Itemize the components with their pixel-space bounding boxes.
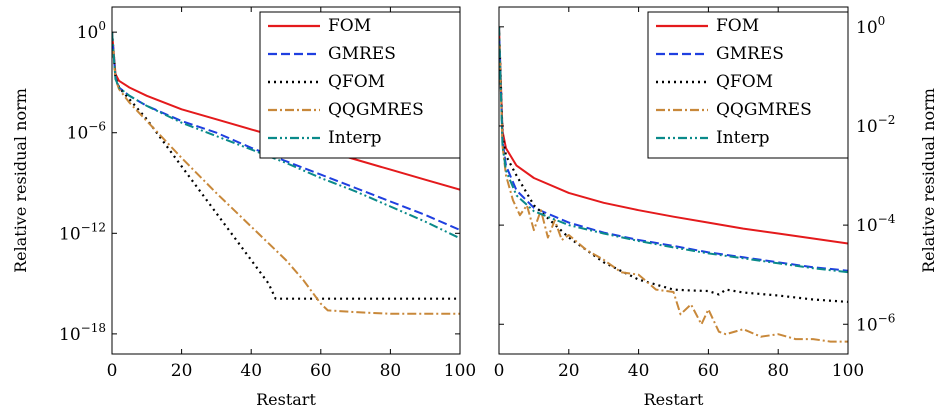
x-tick-label: 20 (558, 361, 580, 381)
y-tick-label: 10−6 (856, 311, 895, 335)
y-tick-label: 10−6 (67, 120, 106, 144)
x-tick-label: 80 (380, 361, 402, 381)
series-line-fom (112, 32, 460, 191)
x-axis-label: Restart (644, 390, 704, 409)
x-tick-label: 0 (494, 361, 505, 381)
series-group (112, 32, 460, 315)
chart-panel-1: 0 20 40 60 80 100 100 10−6 10−12 10−18 Restart Rela… (11, 6, 476, 409)
legend-label-interp: Interp (716, 128, 770, 148)
series-line-qqgmres (112, 32, 460, 315)
legend-label-qfom: QFOM (328, 72, 385, 92)
series-line-qqgmres (499, 26, 848, 343)
series-group (499, 26, 848, 343)
y-tick-label: 10−18 (59, 321, 106, 345)
series-line-qfom (499, 26, 848, 303)
y-axis-label: Relative residual norm (919, 88, 938, 273)
series-line-gmres (499, 26, 848, 272)
legend-label-gmres: GMRES (328, 44, 396, 64)
x-tick-label: 100 (444, 361, 476, 381)
x-tick-label: 100 (832, 361, 864, 381)
legend-box (259, 11, 461, 159)
x-tick-label: 20 (171, 361, 193, 381)
y-tick-label: 100 (77, 19, 106, 43)
legend-box (647, 11, 849, 159)
y-tick-label: 10−12 (59, 220, 106, 244)
chart-panel-2: 0 20 40 60 80 100 100 10−2 10−4 10−6 Restart Relati… (494, 6, 938, 409)
series-line-qfom (112, 32, 460, 300)
legend-label-qqgmres: QQGMRES (328, 100, 424, 120)
series-line-fom (499, 26, 848, 245)
series-line-interp (112, 32, 460, 240)
legend-label-fom: FOM (716, 16, 759, 36)
y-tick-label: 100 (856, 14, 885, 38)
legend-label-fom: FOM (328, 16, 371, 36)
legend-label-interp: Interp (328, 128, 382, 148)
y-tick-label: 10−4 (856, 212, 896, 236)
x-tick-label: 40 (628, 361, 650, 381)
y-tick-label: 10−2 (856, 113, 895, 137)
x-axis-label: Restart (256, 390, 316, 409)
y-axis-label: Relative residual norm (11, 88, 30, 273)
series-line-gmres (112, 32, 460, 231)
plot-frame (498, 6, 849, 355)
legend-label-qfom: QFOM (716, 72, 773, 92)
x-tick-label: 40 (240, 361, 262, 381)
legend: FOM GMRES QFOM QQGMRES Interp (647, 11, 849, 159)
plot-frame (111, 6, 461, 355)
legend: FOM GMRES QFOM QQGMRES Interp (259, 11, 461, 159)
x-tick-label: 80 (767, 361, 789, 381)
x-tick-label: 60 (698, 361, 720, 381)
x-tick-label: 0 (107, 361, 118, 381)
x-tick-label: 60 (310, 361, 332, 381)
legend-label-qqgmres: QQGMRES (716, 100, 812, 120)
legend-label-gmres: GMRES (716, 44, 784, 64)
